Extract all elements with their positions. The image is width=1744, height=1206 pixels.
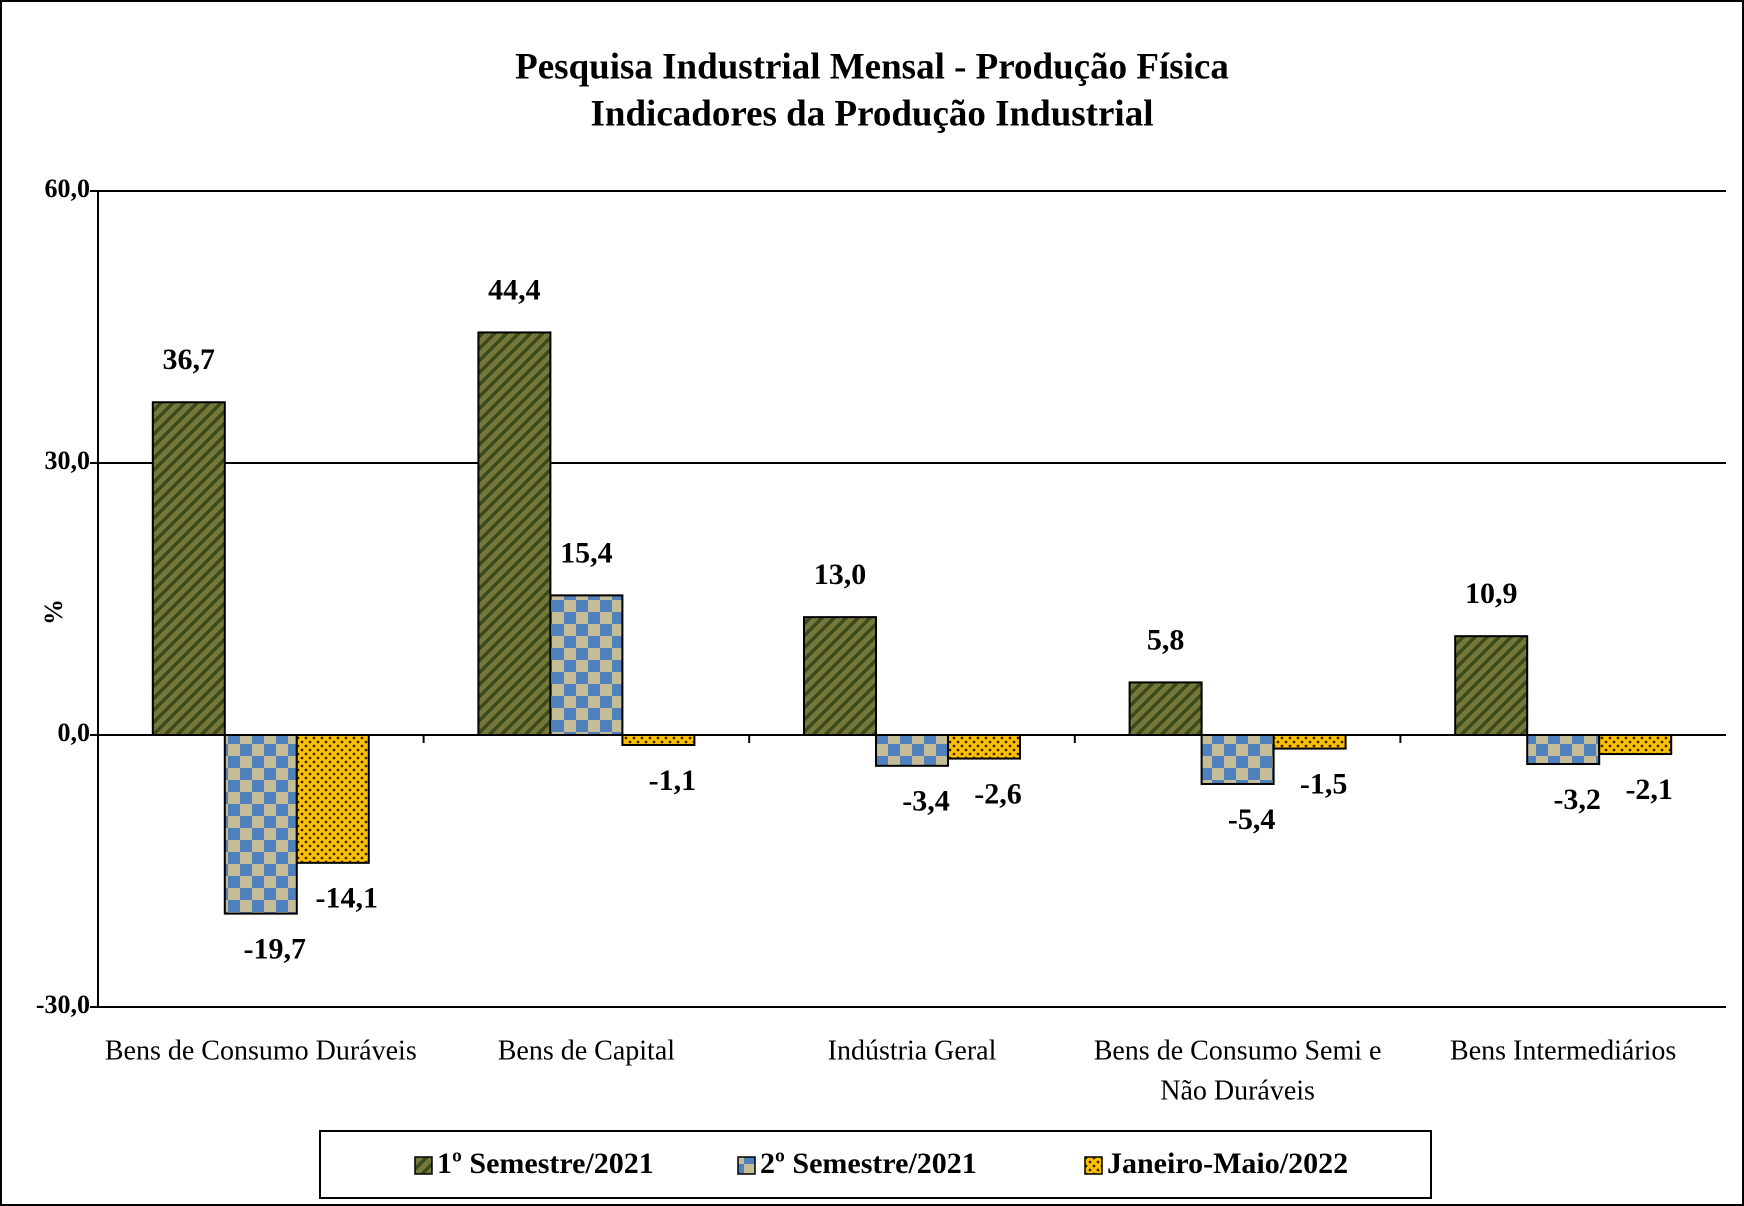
x-tick-label: Bens Intermediários: [1450, 1035, 1676, 1066]
bar: [947, 734, 1021, 760]
data-label: -2,6: [974, 777, 1022, 810]
y-axis-label: %: [39, 599, 68, 625]
data-label: 5,8: [1147, 623, 1185, 656]
data-label: -1,5: [1300, 767, 1348, 800]
data-label: -19,7: [244, 933, 307, 966]
bar: [223, 734, 298, 915]
legend-label: 2º Semestre/2021: [760, 1147, 977, 1180]
x-tick-label: Bens de Capital: [498, 1035, 676, 1066]
chart-title: Pesquisa Industrial Mensal - Produção Fí…: [515, 46, 1229, 87]
x-tick-label: Bens de Consumo Duráveis: [105, 1035, 417, 1066]
bar: [477, 331, 552, 736]
y-tick-label: 60,0: [45, 174, 91, 203]
bar: [295, 734, 370, 864]
x-tick-label: Não Duráveis: [1160, 1075, 1315, 1106]
chart-subtitle: Indicadores da Produção Industrial: [590, 93, 1153, 134]
bar: [549, 594, 624, 737]
bar: [1598, 734, 1673, 756]
bar: [151, 401, 226, 736]
data-label: 44,4: [488, 273, 541, 306]
legend-label: Janeiro-Maio/2022: [1107, 1147, 1348, 1180]
y-tick-label: 0,0: [58, 718, 91, 747]
data-label: -3,2: [1553, 783, 1601, 816]
data-label: -2,1: [1625, 773, 1673, 806]
bar: [1526, 734, 1601, 766]
bar: [875, 734, 949, 767]
data-label: 13,0: [814, 558, 867, 591]
bar: [1200, 734, 1275, 785]
bar: [1128, 681, 1203, 736]
y-tick-label: -30,0: [36, 990, 90, 1019]
bar: [621, 734, 696, 746]
legend-label: 1º Semestre/2021: [437, 1147, 654, 1180]
legend-box: [319, 1130, 1432, 1199]
data-label: 10,9: [1465, 577, 1518, 610]
data-label: -5,4: [1228, 803, 1276, 836]
bar: [803, 616, 877, 737]
data-label: 15,4: [560, 536, 613, 569]
data-label: -3,4: [902, 785, 950, 818]
x-tick-label: Bens de Consumo Semi e: [1094, 1035, 1382, 1066]
data-label: 36,7: [163, 343, 216, 376]
bar: [1454, 635, 1529, 737]
bar: [1272, 734, 1347, 750]
data-label: -14,1: [316, 882, 379, 915]
x-tick-label: Indústria Geral: [828, 1035, 997, 1066]
data-label: -1,1: [649, 764, 697, 797]
y-tick-label: 30,0: [45, 446, 91, 475]
legend-swatch: [1084, 1156, 1103, 1175]
legend-swatch: [414, 1156, 433, 1175]
legend-swatch: [737, 1156, 756, 1175]
